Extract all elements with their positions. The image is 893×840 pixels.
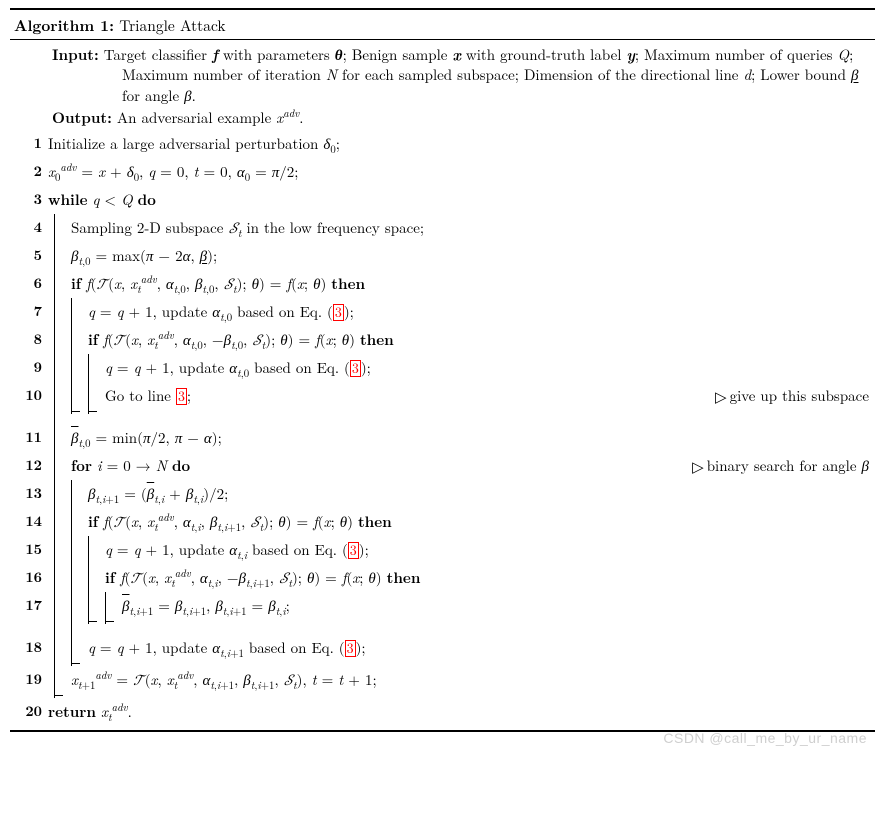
line-text: return xtadv. [48, 698, 871, 725]
line-text: x0adv = x + δ0, q = 0, t = 0, α0 = π/2; [48, 158, 871, 185]
input-label: Input: [52, 44, 99, 65]
eq-ref-link[interactable]: 3 [350, 360, 361, 377]
output-label: Output: [52, 107, 112, 128]
line-text: q = q + 1, update αt,0 based on Eq. (3); [88, 298, 871, 325]
line: if f(𝒯(x, xtadv, αt,i, −βt,i+1, 𝒮t); θ) … [48, 564, 871, 592]
line: Initialize a large adversarial perturbat… [48, 130, 871, 158]
line: Go to line 3; ▷give up this subspace [48, 382, 871, 414]
io-block: Input: Target classifier f with paramete… [14, 44, 871, 128]
eq-ref-link[interactable]: 3 [345, 640, 356, 657]
lineno: 8 [14, 326, 42, 349]
line-text: βt,i+1 = (βt,i + βt,i)/2; [88, 480, 871, 507]
line-text: Go to line 3; ▷give up this subspace [105, 382, 871, 409]
algorithm-body: Input: Target classifier f with paramete… [10, 40, 875, 730]
lineno: 11 [14, 424, 42, 447]
line-text: xt+1adv = 𝒯(x, xtadv, αt,i+1, βt,i+1, 𝒮t… [71, 666, 871, 694]
line: q = q + 1, update αt,0 based on Eq. (3); [48, 354, 871, 382]
lineno: 4 [14, 214, 42, 237]
line-text: βt,i+1 = βt,i+1, βt,i+1 = βt,i; [122, 592, 871, 619]
line: if f(𝒯(x, xtadv, αt,i, βt,i+1, 𝒮t); θ) =… [48, 508, 871, 536]
gap [14, 414, 42, 417]
lineno: 9 [14, 354, 42, 377]
output-row: Output: An adversarial example xadv. [52, 108, 871, 128]
line-ref-link[interactable]: 3 [176, 388, 187, 405]
line: βt,0 = min(π/2, π − α); [48, 424, 871, 452]
lineno: 17 [14, 592, 42, 615]
line: return xtadv. [48, 698, 871, 726]
gap [14, 624, 42, 627]
line-text: q = q + 1, update αt,i+1 based on Eq. (3… [88, 634, 871, 661]
line: βt,0 = max(π − 2α, β); [48, 242, 871, 270]
algorithm-box: Algorithm 1: Triangle Attack Input: Targ… [10, 8, 875, 732]
line-text: for i = 0 → N do ▷binary search for angl… [71, 452, 871, 479]
line: q = q + 1, update αt,i based on Eq. (3); [48, 536, 871, 564]
line-text: if f(𝒯(x, xtadv, αt,0, −βt,0, 𝒮t); θ) = … [88, 326, 871, 354]
line: x0adv = x + δ0, q = 0, t = 0, α0 = π/2; [48, 158, 871, 186]
line: βt,i+1 = βt,i+1, βt,i+1 = βt,i; [48, 592, 871, 624]
right-comment: ▷give up this subspace [715, 385, 871, 406]
eq-ref-link[interactable]: 3 [348, 542, 359, 559]
algorithm-page: Algorithm 1: Triangle Attack Input: Targ… [0, 0, 893, 840]
lineno: 20 [14, 698, 42, 721]
triangle-icon: ▷ [692, 456, 704, 477]
line: if f(𝒯(x, xtadv, αt,0, βt,0, 𝒮t); θ) = f… [48, 270, 871, 298]
gap-row [48, 414, 871, 424]
algorithm-lines: 1 Initialize a large adversarial perturb… [14, 130, 871, 726]
input-text: Target classifier f with parameters θ; B… [104, 44, 859, 106]
line: xt+1adv = 𝒯(x, xtadv, αt,i+1, βt,i+1, 𝒮t… [48, 666, 871, 698]
watermark: CSDN @call_me_by_ur_name [10, 730, 875, 746]
input-row: Input: Target classifier f with paramete… [52, 44, 871, 106]
lineno: 7 [14, 298, 42, 321]
lineno: 6 [14, 270, 42, 293]
eq-ref-link[interactable]: 3 [333, 304, 344, 321]
line-text: if f(𝒯(x, xtadv, αt,0, βt,0, 𝒮t); θ) = f… [71, 270, 871, 298]
line-text: Initialize a large adversarial perturbat… [48, 130, 871, 157]
lineno: 5 [14, 242, 42, 265]
lineno: 14 [14, 508, 42, 531]
line-text: while q < Q do [48, 186, 871, 213]
line: q = q + 1, update αt,i+1 based on Eq. (3… [48, 634, 871, 666]
lineno: 16 [14, 564, 42, 587]
lineno: 12 [14, 452, 42, 475]
right-comment: ▷binary search for angle β [692, 455, 871, 476]
line: if f(𝒯(x, xtadv, αt,0, −βt,0, 𝒮t); θ) = … [48, 326, 871, 354]
line: for i = 0 → N do ▷binary search for angl… [48, 452, 871, 480]
algorithm-label: Algorithm [14, 13, 94, 36]
line: while q < Q do [48, 186, 871, 214]
lineno: 2 [14, 158, 42, 181]
lineno: 15 [14, 536, 42, 559]
lineno: 3 [14, 186, 42, 209]
line-text: βt,0 = max(π − 2α, β); [71, 242, 871, 269]
algorithm-title-row: Algorithm 1: Triangle Attack [10, 10, 875, 40]
line-text: q = q + 1, update αt,0 based on Eq. (3); [105, 354, 871, 381]
lineno: 13 [14, 480, 42, 503]
algorithm-number: 1 [100, 13, 109, 36]
lineno: 10 [14, 382, 42, 405]
lineno: 18 [14, 634, 42, 657]
line-text: if f(𝒯(x, xtadv, αt,i, −βt,i+1, 𝒮t); θ) … [105, 564, 871, 592]
line-text: Sampling 2-D subspace 𝒮t in the low freq… [71, 214, 871, 242]
gap-row [48, 624, 871, 634]
line: Sampling 2-D subspace 𝒮t in the low freq… [48, 214, 871, 242]
output-text: An adversarial example xadv. [117, 107, 304, 128]
triangle-icon: ▷ [715, 386, 727, 407]
line-text: q = q + 1, update αt,i based on Eq. (3); [105, 536, 871, 563]
line-text: βt,0 = min(π/2, π − α); [71, 424, 871, 451]
line: q = q + 1, update αt,0 based on Eq. (3); [48, 298, 871, 326]
lineno: 1 [14, 130, 42, 153]
line: βt,i+1 = (βt,i + βt,i)/2; [48, 480, 871, 508]
lineno: 19 [14, 666, 42, 689]
algorithm-name: Triangle Attack [119, 15, 225, 36]
line-text: if f(𝒯(x, xtadv, αt,i, βt,i+1, 𝒮t); θ) =… [88, 508, 871, 536]
